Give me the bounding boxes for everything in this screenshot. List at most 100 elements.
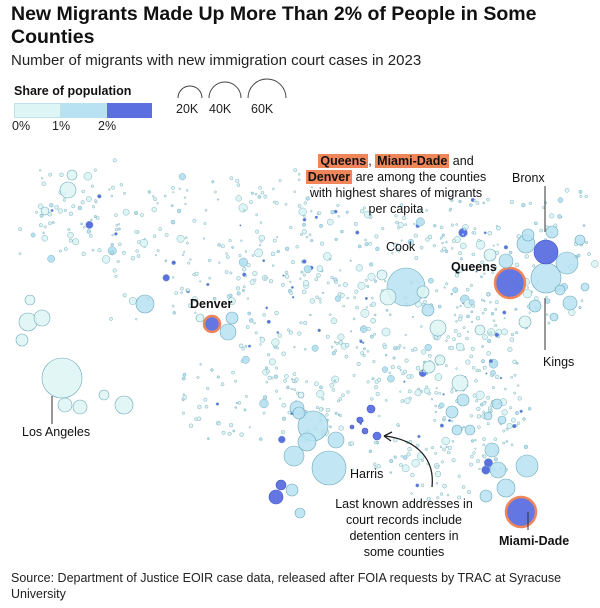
- small-county-bubble: [289, 291, 294, 296]
- small-county-bubble: [434, 404, 437, 408]
- small-county-bubble: [545, 295, 548, 299]
- small-county-bubble: [420, 349, 427, 355]
- small-county-bubble: [136, 254, 141, 258]
- small-county-bubble: [241, 347, 245, 351]
- small-county-bubble: [97, 194, 102, 199]
- small-county-bubble: [475, 399, 479, 403]
- county-bubble: [549, 312, 559, 322]
- small-county-bubble: [57, 208, 63, 214]
- small-county-bubble: [404, 358, 409, 363]
- small-county-bubble: [486, 395, 491, 400]
- small-county-bubble: [466, 330, 470, 333]
- small-county-bubble: [334, 237, 338, 242]
- small-county-bubble: [446, 450, 451, 455]
- small-county-bubble: [521, 202, 526, 208]
- small-county-bubble: [396, 243, 399, 246]
- small-county-bubble: [545, 313, 549, 316]
- small-county-bubble: [346, 296, 349, 300]
- annotation-line-4: per capita: [368, 202, 424, 216]
- small-county-bubble: [182, 393, 185, 396]
- county-bubble: [515, 454, 539, 478]
- small-county-bubble: [486, 422, 490, 426]
- small-county-bubble: [199, 363, 202, 366]
- chart-subtitle: Number of migrants with new immigration …: [11, 52, 422, 69]
- small-county-bubble: [111, 185, 115, 190]
- small-county-bubble: [18, 227, 23, 232]
- small-county-bubble: [188, 423, 194, 428]
- small-county-bubble: [86, 229, 92, 234]
- small-county-bubble: [400, 399, 405, 403]
- small-county-bubble: [403, 369, 408, 374]
- county-bubble: [41, 357, 83, 399]
- color-legend-tick: 1%: [52, 119, 71, 133]
- county-bubble: [421, 303, 435, 317]
- small-county-bubble: [234, 406, 238, 409]
- small-county-bubble: [114, 274, 118, 278]
- small-county-bubble: [328, 313, 332, 316]
- small-county-bubble: [97, 248, 102, 253]
- small-county-bubble: [375, 246, 380, 252]
- small-county-bubble: [49, 203, 54, 208]
- small-county-bubble: [316, 389, 325, 399]
- small-county-bubble: [238, 257, 248, 267]
- small-county-bubble: [128, 297, 137, 305]
- small-county-bubble: [364, 238, 367, 242]
- small-county-bubble: [308, 233, 312, 237]
- small-county-bubble: [156, 249, 160, 253]
- small-county-bubble: [470, 320, 474, 324]
- small-county-bubble: [197, 404, 202, 410]
- small-county-bubble: [265, 306, 269, 310]
- small-county-bubble: [268, 279, 274, 284]
- small-county-bubble: [492, 319, 496, 322]
- small-county-bubble: [374, 234, 379, 239]
- small-county-bubble: [349, 259, 352, 262]
- small-county-bubble: [407, 447, 412, 452]
- small-county-bubble: [528, 311, 531, 314]
- small-county-bubble: [63, 247, 68, 251]
- small-county-bubble: [293, 388, 297, 392]
- small-county-bubble: [424, 343, 432, 352]
- small-county-bubble: [208, 276, 212, 280]
- small-county-bubble: [399, 390, 402, 393]
- small-county-bubble: [404, 397, 411, 404]
- small-county-bubble: [504, 387, 507, 391]
- small-county-bubble: [424, 385, 429, 389]
- small-county-bubble: [249, 200, 253, 204]
- small-county-bubble: [295, 245, 299, 249]
- county-bubble: [545, 225, 559, 239]
- county-bubble: [489, 461, 507, 479]
- county-bubble: [66, 169, 78, 181]
- small-county-bubble: [236, 183, 241, 187]
- small-county-bubble: [335, 341, 339, 346]
- small-county-bubble: [321, 397, 325, 401]
- small-county-bubble: [83, 171, 93, 181]
- small-county-bubble: [290, 387, 293, 391]
- county-bubble: [518, 315, 532, 329]
- small-county-bubble: [483, 458, 493, 468]
- small-county-bubble: [241, 288, 245, 293]
- small-county-bubble: [471, 252, 476, 257]
- small-county-bubble: [290, 285, 294, 289]
- county-bubble: [451, 374, 469, 392]
- small-county-bubble: [192, 218, 197, 223]
- detention-arrow: [384, 435, 433, 488]
- small-county-bubble: [399, 203, 404, 207]
- county-bubble: [294, 507, 306, 519]
- small-county-bubble: [276, 249, 280, 254]
- small-county-bubble: [331, 351, 336, 356]
- small-county-bubble: [91, 205, 96, 209]
- small-county-bubble: [349, 441, 354, 446]
- annotation-line-2: Denver are among the counties: [296, 169, 496, 185]
- small-county-bubble: [441, 436, 450, 446]
- small-county-bubble: [181, 376, 186, 381]
- small-county-bubble: [486, 351, 491, 356]
- label-miami-dade: Miami-Dade: [499, 534, 570, 548]
- small-county-bubble: [395, 220, 399, 225]
- small-county-bubble: [370, 317, 376, 324]
- small-county-bubble: [503, 317, 506, 320]
- small-county-bubble: [187, 261, 191, 265]
- small-county-bubble: [505, 440, 509, 443]
- small-county-bubble: [194, 311, 197, 314]
- small-county-bubble: [130, 256, 136, 261]
